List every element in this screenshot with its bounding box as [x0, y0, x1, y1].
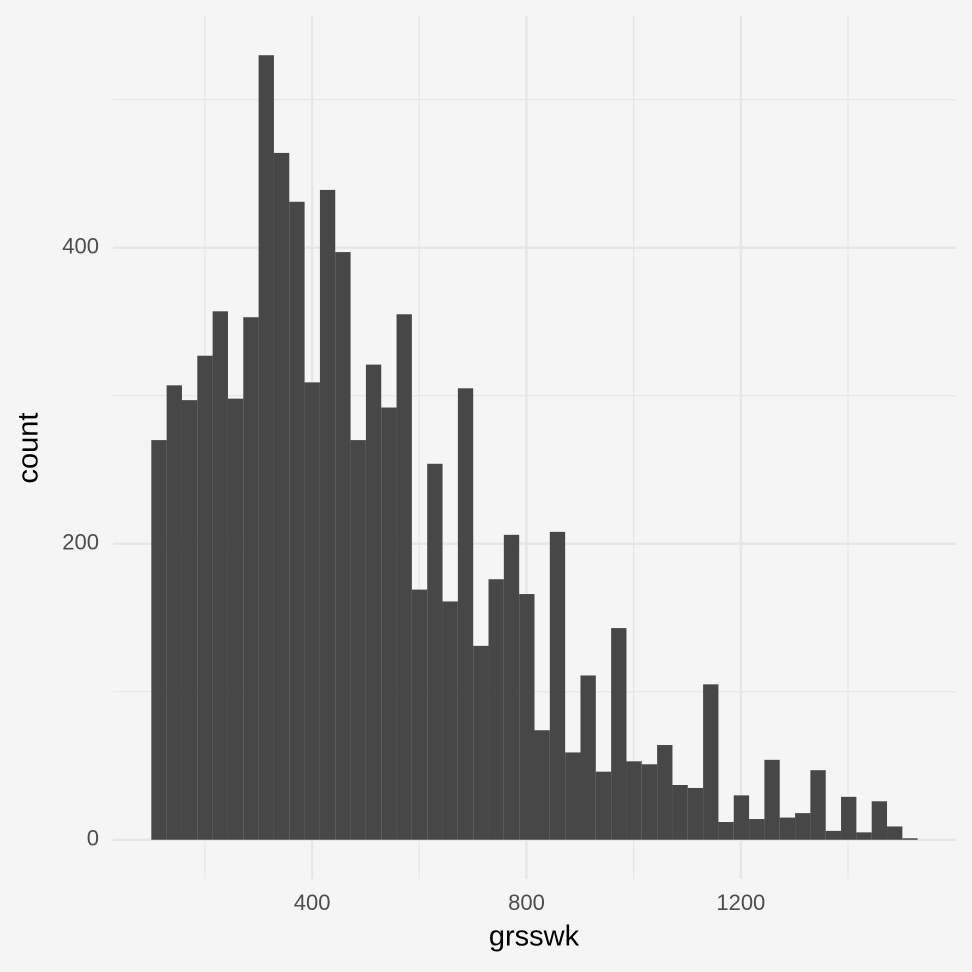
bar	[304, 382, 320, 840]
bar	[243, 317, 259, 840]
bar	[565, 752, 581, 840]
bar	[503, 534, 520, 840]
bar	[181, 400, 198, 840]
bar	[795, 813, 811, 840]
bar	[335, 252, 351, 840]
bar	[641, 764, 658, 840]
bars	[151, 55, 918, 840]
bar	[289, 201, 305, 840]
bar	[166, 385, 182, 840]
bar	[871, 801, 888, 840]
x-tick-label: 400	[294, 890, 331, 915]
bar	[749, 819, 765, 840]
bar	[365, 364, 382, 840]
y-tick-label: 400	[62, 233, 99, 258]
bar	[902, 838, 918, 840]
bar	[227, 398, 244, 840]
bar	[488, 579, 504, 840]
bar	[273, 152, 290, 840]
bar	[258, 55, 274, 840]
bar	[887, 826, 903, 840]
bar	[442, 601, 458, 840]
bar	[825, 830, 842, 840]
bar	[411, 589, 428, 840]
bar	[733, 795, 750, 840]
bar	[703, 684, 719, 840]
x-axis-title: grsswk	[489, 921, 580, 953]
bar	[657, 745, 673, 840]
bar	[197, 355, 213, 840]
bar	[396, 314, 412, 840]
x-tick-label: 1200	[716, 890, 765, 915]
y-axis-title: count	[13, 413, 45, 484]
bar	[534, 730, 550, 840]
y-tick-label: 0	[87, 826, 99, 851]
labels: 400 800 1200 0 200 400	[62, 233, 765, 914]
bar	[427, 463, 443, 840]
bar	[319, 189, 336, 840]
bar	[856, 832, 872, 840]
bar	[549, 531, 566, 840]
bar	[687, 787, 704, 840]
bar	[626, 761, 642, 840]
bar	[519, 594, 535, 840]
bar	[381, 407, 397, 840]
bar	[595, 771, 612, 840]
bar	[457, 388, 474, 840]
bar	[611, 628, 627, 840]
bar	[580, 675, 596, 840]
bar	[841, 796, 857, 840]
bar	[350, 440, 366, 840]
x-tick-label: 800	[508, 890, 545, 915]
bar	[212, 311, 228, 840]
bar	[473, 645, 489, 840]
bar	[672, 785, 688, 840]
y-tick-label: 200	[62, 530, 99, 555]
bar	[779, 817, 796, 840]
bar	[718, 822, 734, 840]
bar	[151, 440, 167, 840]
bar	[810, 770, 826, 840]
bar	[764, 759, 780, 840]
